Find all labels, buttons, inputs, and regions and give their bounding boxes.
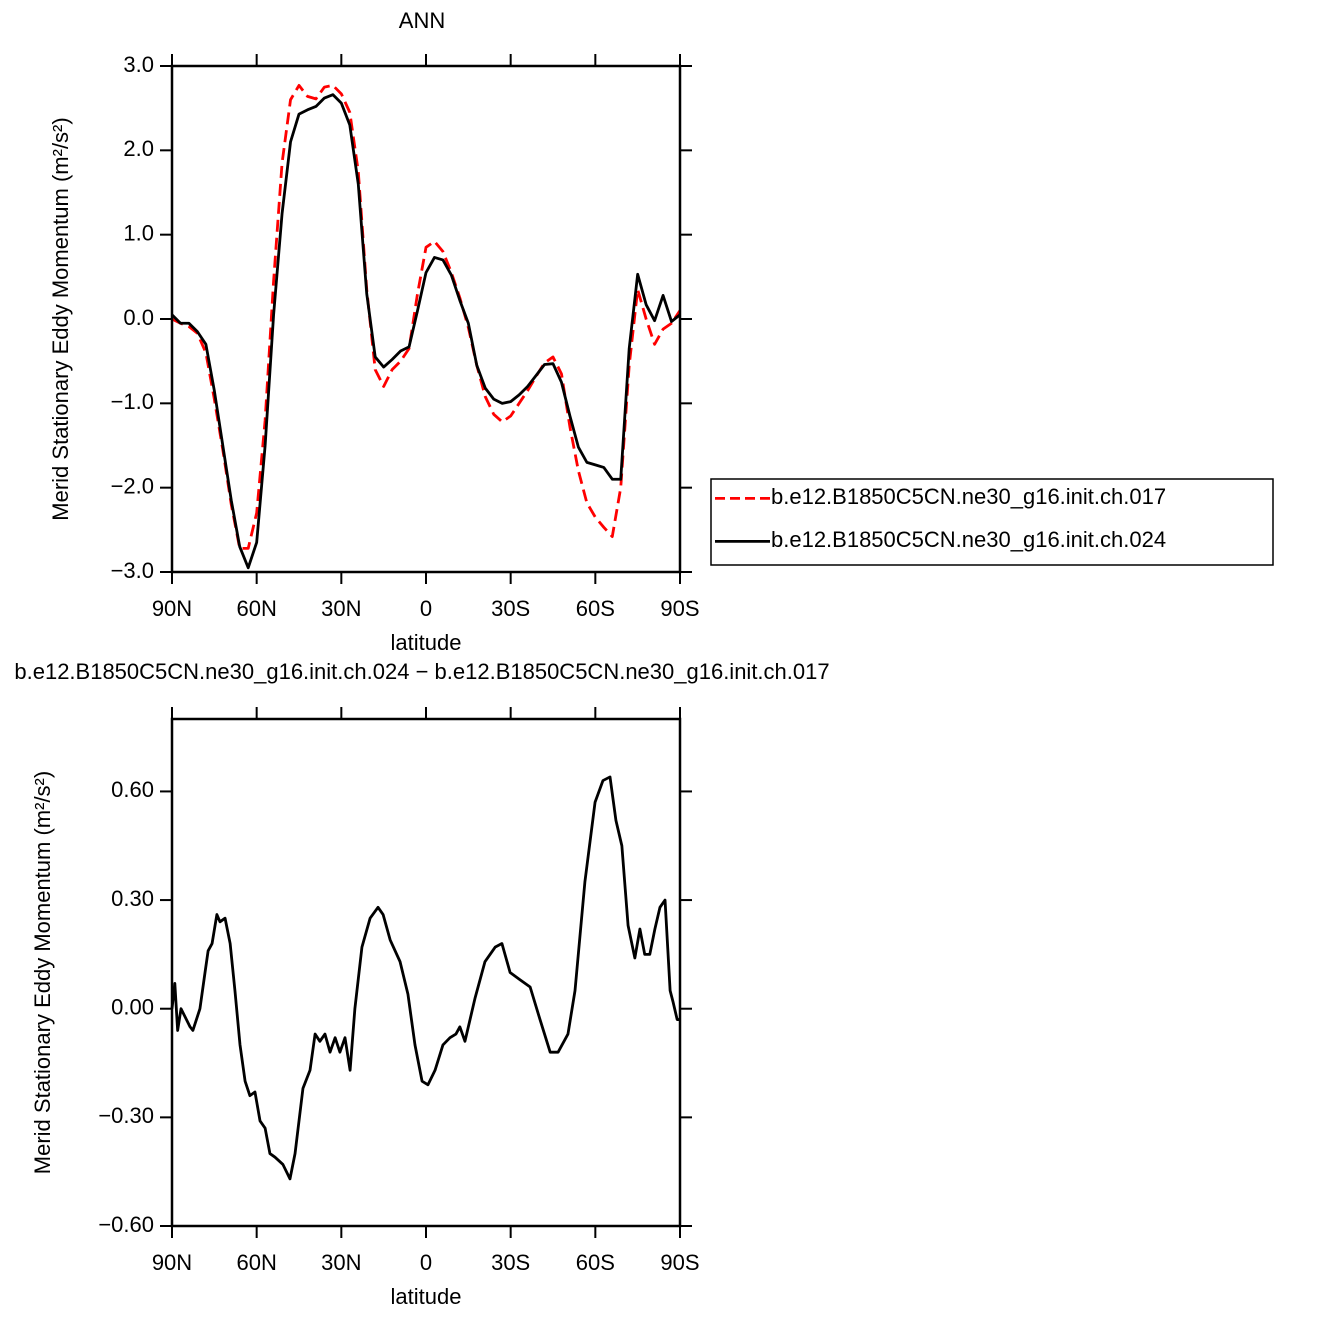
y-tick-label: 2.0 xyxy=(123,136,154,161)
plot-frame xyxy=(170,717,682,1228)
legend-box xyxy=(710,478,1274,566)
x-tick-label: 90N xyxy=(152,596,192,621)
x-axis-label: latitude xyxy=(391,630,462,655)
y-tick-label: −1.0 xyxy=(111,389,154,414)
y-tick-label: 1.0 xyxy=(123,220,154,245)
y-axis-label: Merid Stationary Eddy Momentum (m²/s²) xyxy=(48,117,73,520)
x-axis-label: latitude xyxy=(391,1284,462,1309)
x-tick-label: 90N xyxy=(152,1250,192,1275)
legend-label: b.e12.B1850C5CN.ne30_g16.init.ch.017 xyxy=(771,484,1166,509)
chart-title: ANN xyxy=(399,8,445,33)
y-tick-label: −0.30 xyxy=(98,1103,154,1128)
y-tick-label: 0.30 xyxy=(111,886,154,911)
y-tick-label: −2.0 xyxy=(111,473,154,498)
y-tick-label: 0.0 xyxy=(123,305,154,330)
y-tick-label: −3.0 xyxy=(111,558,154,583)
x-tick-label: 90S xyxy=(660,1250,699,1275)
legend-label: b.e12.B1850C5CN.ne30_g16.init.ch.024 xyxy=(771,527,1166,552)
x-tick-label: 30N xyxy=(321,1250,361,1275)
data-line xyxy=(171,84,682,550)
x-tick-label: 0 xyxy=(420,596,432,621)
y-tick-label: −0.60 xyxy=(98,1212,154,1237)
y-tick-label: 0.00 xyxy=(111,995,154,1020)
x-tick-label: 30S xyxy=(491,596,530,621)
x-tick-label: 60S xyxy=(576,1250,615,1275)
chart-title: b.e12.B1850C5CN.ne30_g16.init.ch.024 − b… xyxy=(14,659,829,684)
plot-frame xyxy=(170,64,682,574)
x-tick-label: 30S xyxy=(491,1250,530,1275)
x-tick-label: 60N xyxy=(236,1250,276,1275)
x-tick-label: 30N xyxy=(321,596,361,621)
data-line xyxy=(171,93,681,570)
y-axis-label: Merid Stationary Eddy Momentum (m²/s²) xyxy=(30,771,55,1174)
x-tick-label: 0 xyxy=(420,1250,432,1275)
x-tick-label: 60N xyxy=(236,596,276,621)
y-tick-label: 3.0 xyxy=(123,52,154,77)
x-tick-label: 90S xyxy=(660,596,699,621)
x-tick-label: 60S xyxy=(576,596,615,621)
y-tick-label: 0.60 xyxy=(111,777,154,802)
data-line xyxy=(170,775,680,1181)
